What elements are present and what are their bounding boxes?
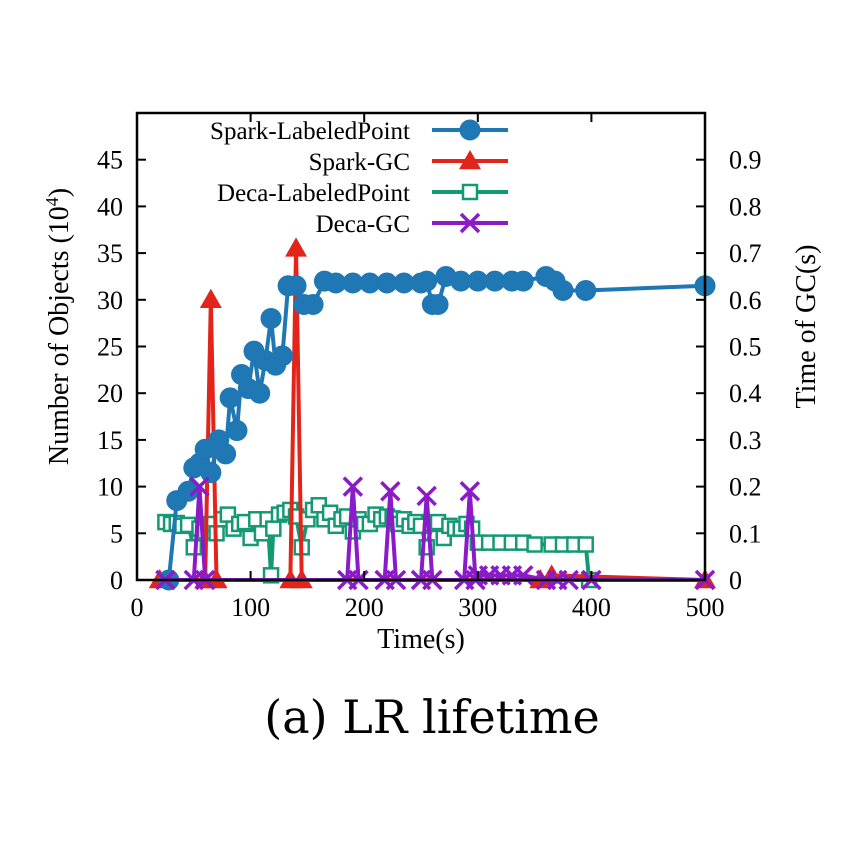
spark-gc-point — [285, 237, 308, 257]
x-tick-label: 200 — [345, 593, 384, 622]
y-tick-label: 0 — [110, 566, 123, 595]
spark-labeledpoint-point — [552, 279, 574, 301]
y-tick-label: 35 — [97, 239, 123, 268]
y-tick-label: 25 — [97, 333, 123, 362]
spark-labeledpoint-point — [285, 275, 307, 297]
legend-marker-spark-gc — [459, 150, 481, 170]
y2-tick-label: 0.7 — [729, 239, 762, 268]
y-tick-label: 40 — [97, 192, 123, 221]
deca-labeledpoint-point — [577, 536, 594, 553]
y-tick-label: 30 — [97, 286, 123, 315]
spark-labeledpoint-point — [416, 270, 438, 292]
x-marker-stroke — [513, 565, 534, 586]
y2-tick-label: 0.6 — [729, 286, 762, 315]
y-axis-unit-close: ) — [44, 188, 75, 197]
spark-gc-point — [199, 288, 222, 309]
legend-label-deca-labeledpoint: Deca-LabeledPoint — [217, 180, 410, 207]
deca-gc-point — [416, 485, 437, 507]
spark-labeledpoint-point — [575, 279, 597, 301]
y-axis-unit-base: 10 — [44, 206, 75, 234]
y2-tick-label: 0.1 — [729, 519, 762, 548]
y-axis-title-text: Number of Objects — [44, 251, 75, 466]
deca-gc-point — [342, 476, 364, 497]
x-marker-stroke — [189, 476, 210, 497]
x-marker-stroke — [416, 485, 437, 507]
spark-labeledpoint-point — [219, 387, 241, 409]
deca-gc-point — [459, 481, 481, 502]
x-tick-label: 100 — [231, 593, 270, 622]
y2-tick-label: 0.2 — [729, 473, 762, 502]
deca-gc-point — [513, 565, 534, 586]
deca-gc-point — [380, 481, 401, 502]
spark-labeledpoint-point — [271, 345, 293, 367]
y2-tick-label: 0.4 — [729, 379, 762, 408]
spark-labeledpoint-point — [302, 293, 324, 315]
x-tick-label: 300 — [458, 593, 497, 622]
y2-axis-title: Time of GC(s) — [791, 245, 822, 409]
legend-marker-spark-labeledpoint — [459, 119, 481, 141]
series-spark-labeledpoint — [158, 265, 716, 591]
y-tick-label: 5 — [110, 519, 123, 548]
series-layer — [148, 237, 716, 591]
legend: Spark-LabeledPoint Spark-GC Deca-LabeledPo… — [210, 118, 508, 238]
chart: 0 100 200 300 400 50005101520253035404500.10.… — [42, 111, 822, 655]
legend-label-spark-gc: Spark-GC — [309, 149, 410, 176]
x-marker-stroke — [380, 481, 401, 502]
spark-labeledpoint-point — [249, 382, 271, 404]
legend-label-spark-labeledpoint: Spark-LabeledPoint — [210, 118, 410, 145]
x-marker-stroke — [459, 481, 481, 502]
deca-gc-point — [189, 476, 210, 497]
y-axis-unit-open: ( — [44, 234, 75, 250]
legend-label-deca-gc: Deca-GC — [316, 211, 410, 238]
spark-labeledpoint-point — [226, 420, 248, 442]
x-tick-label: 500 — [686, 593, 725, 622]
y-tick-label: 10 — [97, 473, 123, 502]
x-tick-label: 0 — [131, 593, 144, 622]
y2-tick-label: 0.9 — [729, 146, 762, 175]
x-tick-label: 400 — [572, 593, 611, 622]
ticks-layer: 0 100 200 300 400 50005101520253035404500.10.… — [97, 113, 762, 622]
x-marker-stroke — [342, 476, 364, 497]
legend-marker-deca-labeledpoint — [461, 183, 479, 201]
y2-tick-label: 0 — [729, 566, 742, 595]
legend-marker-deca-gc — [459, 212, 481, 234]
y-tick-label: 15 — [97, 426, 123, 455]
deca-labeledpoint-point — [265, 520, 282, 537]
spark-labeledpoint-point — [260, 307, 282, 329]
deca-labeledpoint-point — [526, 536, 543, 553]
y-axis-title: Number of Objects (104) — [42, 188, 75, 465]
x-marker-stroke — [459, 212, 481, 234]
y2-tick-label: 0.5 — [729, 333, 762, 362]
y2-tick-label: 0.8 — [729, 192, 762, 221]
spark-labeledpoint-point — [200, 462, 222, 484]
spark-labeledpoint-point — [512, 270, 534, 292]
y-tick-label: 45 — [97, 146, 123, 175]
x-axis-title: Time(s) — [377, 624, 465, 655]
y-tick-label: 20 — [97, 379, 123, 408]
y-axis-unit-exp: 4 — [42, 197, 62, 206]
spark-labeledpoint-point — [215, 443, 237, 465]
y2-tick-label: 0.3 — [729, 426, 762, 455]
figure-caption: (a) LR lifetime — [264, 690, 600, 744]
spark-labeledpoint-point — [427, 293, 449, 315]
